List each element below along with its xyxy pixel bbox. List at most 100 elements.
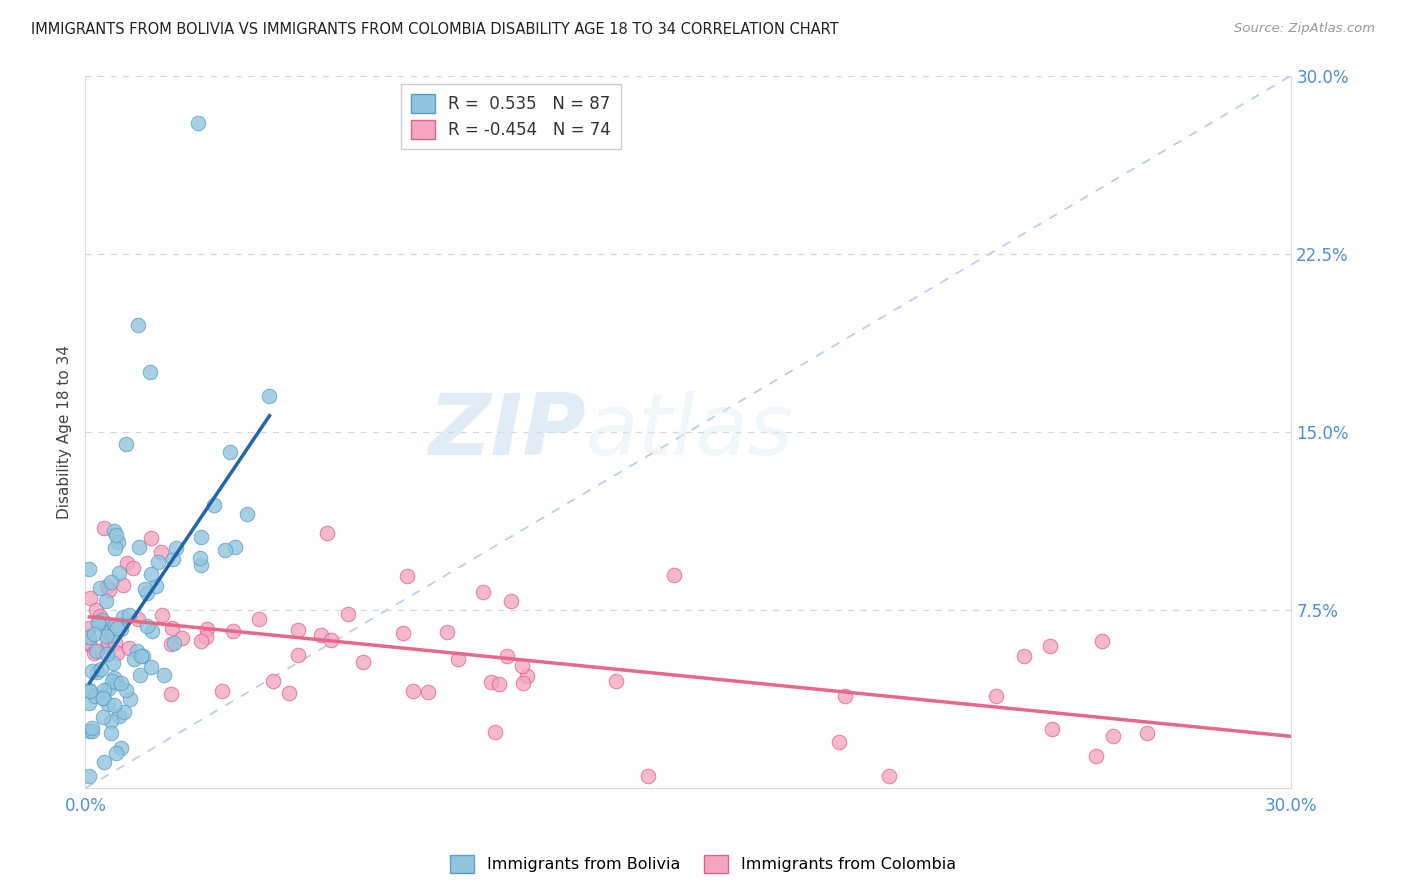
Point — [141, 624, 163, 638]
Point — [134, 582, 156, 597]
Point — [79, 621, 101, 635]
Point — [79, 562, 101, 576]
Point — [496, 648, 519, 663]
Text: Source: ZipAtlas.com: Source: ZipAtlas.com — [1234, 22, 1375, 36]
Point — [662, 567, 685, 582]
Point — [129, 668, 152, 682]
Point — [104, 618, 127, 632]
Point — [86, 665, 108, 679]
Point — [101, 674, 124, 689]
Point — [150, 607, 173, 622]
Point — [89, 608, 111, 623]
Point — [160, 637, 183, 651]
Point — [125, 644, 148, 658]
Point — [82, 664, 104, 678]
Point — [79, 591, 101, 606]
Point — [484, 725, 506, 739]
Point — [194, 631, 217, 645]
Point — [110, 623, 132, 637]
Point — [94, 629, 117, 643]
Point — [97, 697, 120, 711]
Point — [87, 615, 110, 629]
Point — [100, 726, 122, 740]
Point — [96, 579, 118, 593]
Point — [1012, 648, 1035, 663]
Point — [101, 628, 124, 642]
Legend: R =  0.535   N = 87, R = -0.454   N = 74: R = 0.535 N = 87, R = -0.454 N = 74 — [401, 84, 620, 149]
Point — [114, 436, 136, 450]
Point — [512, 676, 534, 690]
Point — [396, 569, 419, 583]
Point — [118, 692, 141, 706]
Point — [97, 635, 120, 649]
Point — [107, 621, 129, 635]
Point — [879, 769, 901, 783]
Point — [86, 602, 108, 616]
Point — [337, 607, 360, 621]
Point — [447, 652, 470, 666]
Point — [90, 613, 112, 627]
Point — [100, 714, 122, 728]
Point — [115, 556, 138, 570]
Point — [287, 648, 309, 662]
Point — [190, 530, 212, 544]
Point — [277, 686, 299, 700]
Point — [128, 540, 150, 554]
Point — [259, 389, 281, 403]
Point — [82, 724, 104, 739]
Point — [104, 746, 127, 760]
Point — [309, 627, 332, 641]
Point — [136, 586, 159, 600]
Point — [97, 625, 120, 640]
Point — [121, 561, 143, 575]
Point — [190, 634, 212, 648]
Point — [107, 708, 129, 723]
Point — [79, 696, 101, 710]
Point — [104, 636, 127, 650]
Point — [148, 555, 170, 569]
Point — [149, 545, 172, 559]
Text: atlas: atlas — [586, 391, 794, 474]
Point — [103, 656, 125, 670]
Point — [1102, 729, 1125, 743]
Text: IMMIGRANTS FROM BOLIVIA VS IMMIGRANTS FROM COLOMBIA DISABILITY AGE 18 TO 34 CORR: IMMIGRANTS FROM BOLIVIA VS IMMIGRANTS FR… — [31, 22, 838, 37]
Point — [287, 624, 309, 638]
Point — [510, 658, 533, 673]
Point — [105, 676, 128, 690]
Point — [108, 566, 131, 581]
Point — [83, 627, 105, 641]
Point — [104, 541, 127, 556]
Point — [499, 594, 522, 608]
Point — [89, 614, 111, 628]
Point — [222, 624, 245, 639]
Text: ZIP: ZIP — [429, 391, 586, 474]
Point — [83, 646, 105, 660]
Point — [94, 616, 117, 631]
Point — [98, 583, 121, 598]
Point — [211, 684, 233, 698]
Point — [160, 621, 183, 635]
Point — [1040, 722, 1063, 736]
Point — [129, 649, 152, 664]
Point — [93, 520, 115, 534]
Point — [93, 682, 115, 697]
Point — [79, 683, 101, 698]
Point — [103, 671, 125, 685]
Point — [79, 723, 101, 738]
Point — [111, 610, 134, 624]
Point — [111, 577, 134, 591]
Legend: Immigrants from Bolivia, Immigrants from Colombia: Immigrants from Bolivia, Immigrants from… — [444, 848, 962, 880]
Point — [418, 685, 440, 699]
Point — [112, 706, 135, 720]
Point — [481, 675, 503, 690]
Point — [138, 366, 160, 380]
Point — [436, 624, 458, 639]
Point — [79, 636, 101, 650]
Point — [165, 541, 187, 555]
Point — [236, 508, 259, 522]
Point — [139, 531, 162, 545]
Point — [352, 655, 374, 669]
Point — [115, 683, 138, 698]
Point — [89, 581, 111, 595]
Point — [94, 619, 117, 633]
